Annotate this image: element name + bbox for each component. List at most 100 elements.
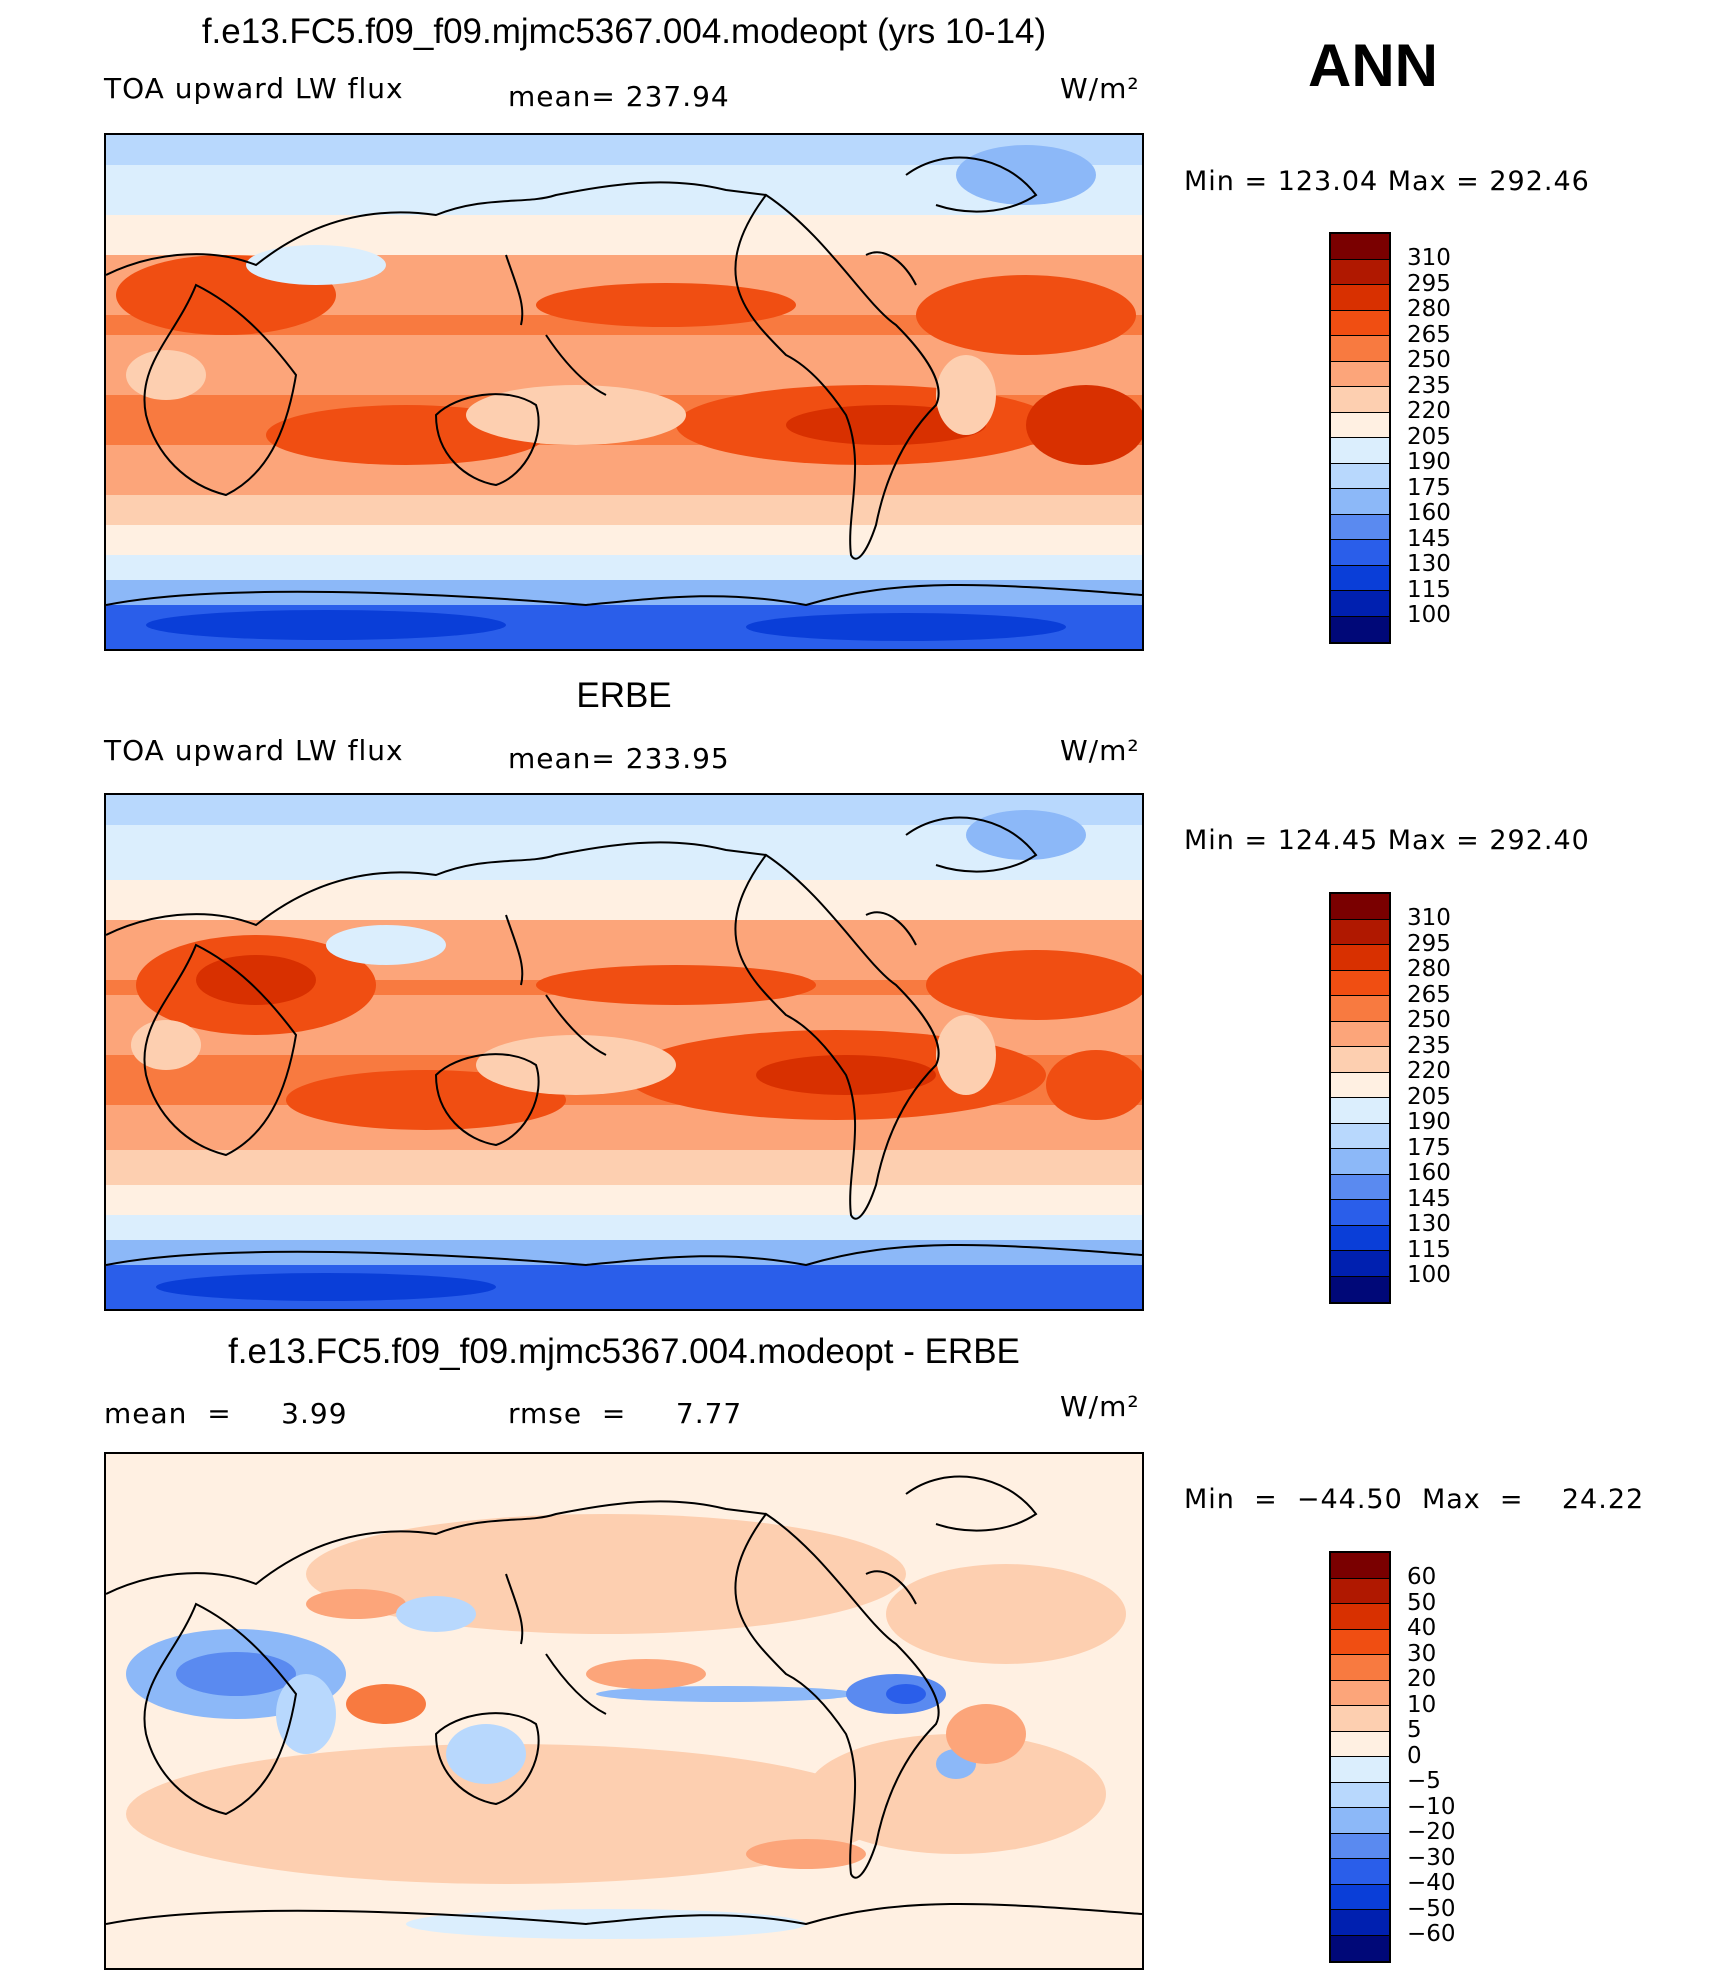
colorbar-swatch	[1331, 1276, 1389, 1302]
colorbar-swatch	[1331, 996, 1389, 1022]
colorbar-label: 250	[1407, 347, 1451, 373]
colorbar-label: 175	[1407, 1134, 1451, 1161]
colorbar-label: 130	[1407, 1211, 1451, 1237]
panel-3-colorbar	[1329, 1551, 1391, 1963]
panel-1-mean-label: mean= 237.94	[508, 80, 730, 113]
colorbar-swatch	[1331, 1655, 1389, 1681]
colorbar-swatch	[1331, 1629, 1389, 1655]
colorbar-swatch	[1331, 1174, 1389, 1200]
colorbar-label: 115	[1407, 1236, 1451, 1263]
colorbar-label: 295	[1407, 930, 1451, 957]
colorbar-swatch	[1331, 1047, 1389, 1073]
colorbar-swatch	[1331, 336, 1389, 362]
colorbar-swatch	[1331, 463, 1389, 489]
colorbar-label: 235	[1407, 1032, 1451, 1059]
colorbar-swatch	[1331, 1604, 1389, 1630]
colorbar-swatch	[1331, 1072, 1389, 1098]
colorbar-label: 250	[1407, 1007, 1451, 1033]
colorbar-label: −50	[1407, 1895, 1456, 1922]
panel-1-map	[104, 133, 1144, 651]
panel-3-mean-label: mean = 3.99	[104, 1397, 348, 1430]
colorbar-label: 145	[1407, 525, 1451, 552]
colorbar-label: 40	[1407, 1615, 1437, 1641]
colorbar-swatch	[1331, 970, 1389, 996]
colorbar-swatch	[1331, 1553, 1389, 1579]
colorbar-swatch	[1331, 1098, 1389, 1124]
colorbar-swatch	[1331, 1706, 1389, 1732]
colorbar-label: 100	[1407, 1262, 1451, 1288]
colorbar-swatch	[1331, 1833, 1389, 1859]
colorbar-label: 100	[1407, 602, 1451, 628]
panel-2-mean-label: mean= 233.95	[508, 742, 730, 775]
colorbar-label: 5	[1407, 1717, 1422, 1743]
colorbar-swatch	[1331, 387, 1389, 413]
colorbar-swatch	[1331, 1251, 1389, 1277]
colorbar-swatch	[1331, 234, 1389, 260]
colorbar-swatch	[1331, 1757, 1389, 1783]
colorbar-swatch	[1331, 1123, 1389, 1149]
colorbar-label: 235	[1407, 372, 1451, 399]
colorbar-label: 160	[1407, 500, 1451, 526]
colorbar-swatch	[1331, 1859, 1389, 1885]
panel-3-units: W/m²	[1060, 1390, 1140, 1423]
panel-2-title: ERBE	[576, 676, 672, 715]
colorbar-label: 50	[1407, 1589, 1437, 1616]
colorbar-swatch	[1331, 1021, 1389, 1047]
colorbar-label: 295	[1407, 270, 1451, 297]
colorbar-label: 190	[1407, 449, 1451, 475]
panel-2-map	[104, 793, 1144, 1311]
panel-3-min-max: Min = −44.50 Max = 24.22	[1184, 1484, 1645, 1515]
colorbar-swatch	[1331, 259, 1389, 285]
panel-1-colorbar-labels: 310 295 280 265 250 235 220 205 190 175 160 145 130 1…	[1407, 245, 1451, 629]
colorbar-label: −20	[1407, 1819, 1456, 1845]
colorbar-label: −5	[1407, 1768, 1441, 1794]
colorbar-swatch	[1331, 1782, 1389, 1808]
colorbar-swatch	[1331, 1884, 1389, 1910]
colorbar-label: 310	[1407, 905, 1451, 931]
colorbar-label: 115	[1407, 576, 1451, 603]
panel-2-units: W/m²	[1060, 734, 1140, 767]
panel-1-title: f.e13.FC5.f09_f09.mjmc5367.004.modeopt (…	[201, 12, 1047, 51]
colorbar-label: 10	[1407, 1691, 1437, 1718]
colorbar-label: 30	[1407, 1640, 1437, 1667]
panel-1-min-max: Min = 123.04 Max = 292.46	[1184, 166, 1590, 197]
panel-2-colorbar-labels: 310 295 280 265 250 235 220 205 190 175 160 145 130 1…	[1407, 905, 1451, 1289]
colorbar-label: −40	[1407, 1870, 1456, 1896]
panel-2-variable-label: TOA upward LW flux	[104, 734, 404, 767]
panel-1-variable-label: TOA upward LW flux	[104, 72, 404, 105]
panel-3-title: f.e13.FC5.f09_f09.mjmc5367.004.modeopt -…	[228, 1332, 1020, 1371]
colorbar-swatch	[1331, 412, 1389, 438]
colorbar-label: 160	[1407, 1160, 1451, 1186]
panel-3-rmse-label: rmse = 7.77	[508, 1397, 743, 1430]
colorbar-label: 60	[1407, 1564, 1437, 1590]
colorbar-label: 280	[1407, 296, 1451, 322]
colorbar-label: 310	[1407, 245, 1451, 271]
colorbar-swatch	[1331, 310, 1389, 336]
colorbar-label: 145	[1407, 1185, 1451, 1212]
season-label: ANN	[1308, 32, 1438, 99]
colorbar-swatch	[1331, 514, 1389, 540]
panel-2-colorbar	[1329, 892, 1391, 1304]
colorbar-label: 190	[1407, 1109, 1451, 1135]
colorbar-swatch	[1331, 919, 1389, 945]
colorbar-label: 220	[1407, 398, 1451, 424]
colorbar-label: 265	[1407, 981, 1451, 1008]
colorbar-swatch	[1331, 489, 1389, 515]
colorbar-swatch	[1331, 1680, 1389, 1706]
colorbar-label: 20	[1407, 1666, 1437, 1692]
colorbar-swatch	[1331, 1578, 1389, 1604]
colorbar-swatch	[1331, 1225, 1389, 1251]
colorbar-swatch	[1331, 894, 1389, 920]
colorbar-label: 280	[1407, 956, 1451, 982]
colorbar-swatch	[1331, 1808, 1389, 1834]
panel-3-colorbar-labels: 60 50 40 30 20 10 5 0 −5 −10 −20 −30 −40 −50 −60	[1407, 1564, 1456, 1948]
colorbar-swatch	[1331, 565, 1389, 591]
colorbar-label: 265	[1407, 321, 1451, 348]
colorbar-swatch	[1331, 540, 1389, 566]
colorbar-label: 0	[1407, 1742, 1422, 1769]
colorbar-label: −60	[1407, 1921, 1456, 1947]
colorbar-label: 205	[1407, 423, 1451, 450]
colorbar-label: 205	[1407, 1083, 1451, 1110]
colorbar-swatch	[1331, 945, 1389, 971]
colorbar-label: 175	[1407, 474, 1451, 501]
